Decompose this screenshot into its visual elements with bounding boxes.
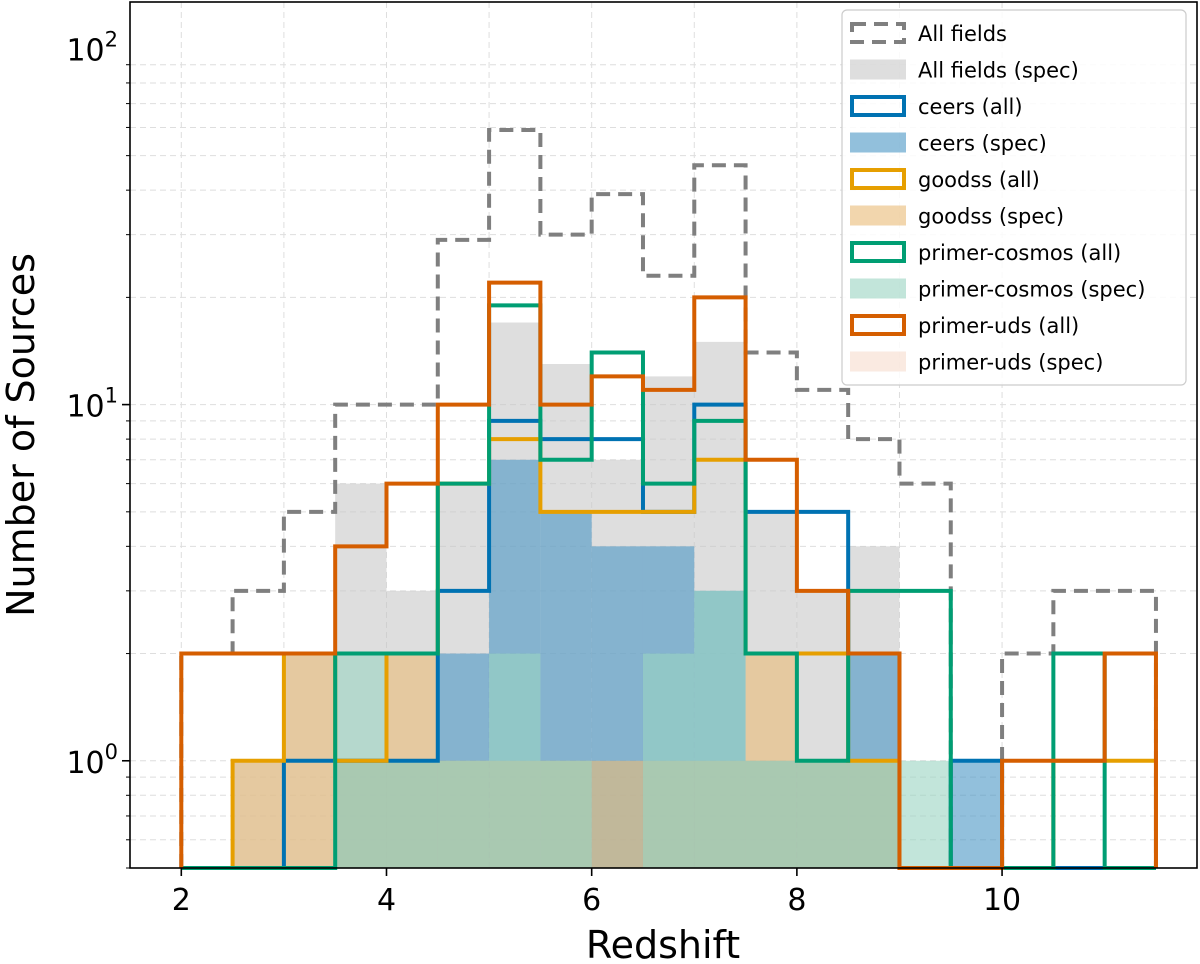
plot-frame bbox=[129, 1, 1198, 869]
y-tick-label: 101 bbox=[66, 384, 118, 425]
legend-label: ceers (spec) bbox=[918, 132, 1047, 156]
bar bbox=[591, 760, 643, 868]
y-axis-label: Number of Sources bbox=[0, 253, 43, 617]
legend-label: primer-uds (all) bbox=[918, 314, 1079, 338]
legend-label: ceers (all) bbox=[918, 95, 1023, 119]
bar bbox=[642, 653, 695, 868]
bar bbox=[899, 760, 951, 868]
legend-label: All fields bbox=[918, 22, 1007, 46]
bar bbox=[950, 760, 1003, 868]
legend-swatch bbox=[850, 168, 906, 190]
bar bbox=[232, 760, 284, 868]
x-axis-label: Redshift bbox=[586, 923, 740, 964]
legend-swatch bbox=[850, 95, 906, 117]
legend-label: goodss (spec) bbox=[918, 205, 1064, 229]
bar bbox=[694, 590, 746, 868]
legend-swatch bbox=[850, 241, 906, 263]
legend-swatch bbox=[850, 132, 906, 153]
x-tick-label: 6 bbox=[582, 883, 601, 918]
legend-swatch bbox=[850, 205, 906, 226]
y-tick-label: 102 bbox=[66, 27, 118, 68]
x-tick-label: 4 bbox=[377, 883, 396, 918]
bar bbox=[745, 760, 797, 868]
series-all-fields bbox=[179, 128, 1158, 870]
legend-item-primer-cosmos-spec: primer-cosmos (spec) bbox=[850, 278, 1145, 302]
bar bbox=[848, 760, 900, 868]
legend-item-ceers-all: ceers (all) bbox=[850, 95, 1023, 119]
legend-item-all-fields-spec: All fields (spec) bbox=[850, 59, 1079, 83]
axis-ticks: 2 4 6 8 10 100 101 102 bbox=[66, 27, 1021, 918]
legend-swatch bbox=[850, 22, 906, 44]
spec-filled-bars bbox=[232, 322, 1003, 869]
y-tick-label: 100 bbox=[66, 740, 118, 781]
series-primer-cosmos-spec bbox=[335, 590, 951, 868]
bar bbox=[540, 760, 592, 868]
legend-swatch bbox=[850, 314, 906, 336]
legend-label: primer-cosmos (all) bbox=[918, 241, 1121, 265]
bar bbox=[386, 760, 438, 868]
legend-label: primer-cosmos (spec) bbox=[918, 278, 1145, 302]
legend-box bbox=[841, 9, 1187, 386]
legend-label: primer-uds (spec) bbox=[918, 351, 1103, 375]
legend-item-primer-cosmos-all: primer-cosmos (all) bbox=[850, 241, 1121, 265]
x-tick-label: 8 bbox=[787, 883, 806, 918]
legend-item-all-fields: All fields bbox=[850, 22, 1007, 46]
legend-item-goodss-all: goodss (all) bbox=[850, 168, 1040, 192]
legend-swatch bbox=[850, 351, 906, 372]
bar bbox=[437, 760, 490, 868]
legend-swatch bbox=[850, 278, 906, 299]
legend-item-primer-uds-all: primer-uds (all) bbox=[850, 314, 1079, 338]
legend-label: All fields (spec) bbox=[918, 59, 1079, 83]
legend-item-ceers-spec: ceers (spec) bbox=[850, 132, 1047, 156]
legend-item-primer-uds-spec: primer-uds (spec) bbox=[850, 351, 1103, 375]
x-tick-label: 2 bbox=[172, 883, 191, 918]
legend-item-goodss-spec: goodss (spec) bbox=[850, 205, 1064, 229]
legend-swatch bbox=[850, 59, 906, 80]
x-tick-label: 10 bbox=[983, 883, 1021, 918]
series-primer-uds-all bbox=[179, 280, 1158, 870]
bar bbox=[489, 653, 541, 868]
legend-label: goodss (all) bbox=[918, 168, 1040, 192]
legend: All fields All fields (spec) ceers (all) ce… bbox=[841, 9, 1187, 386]
bar bbox=[796, 760, 849, 868]
